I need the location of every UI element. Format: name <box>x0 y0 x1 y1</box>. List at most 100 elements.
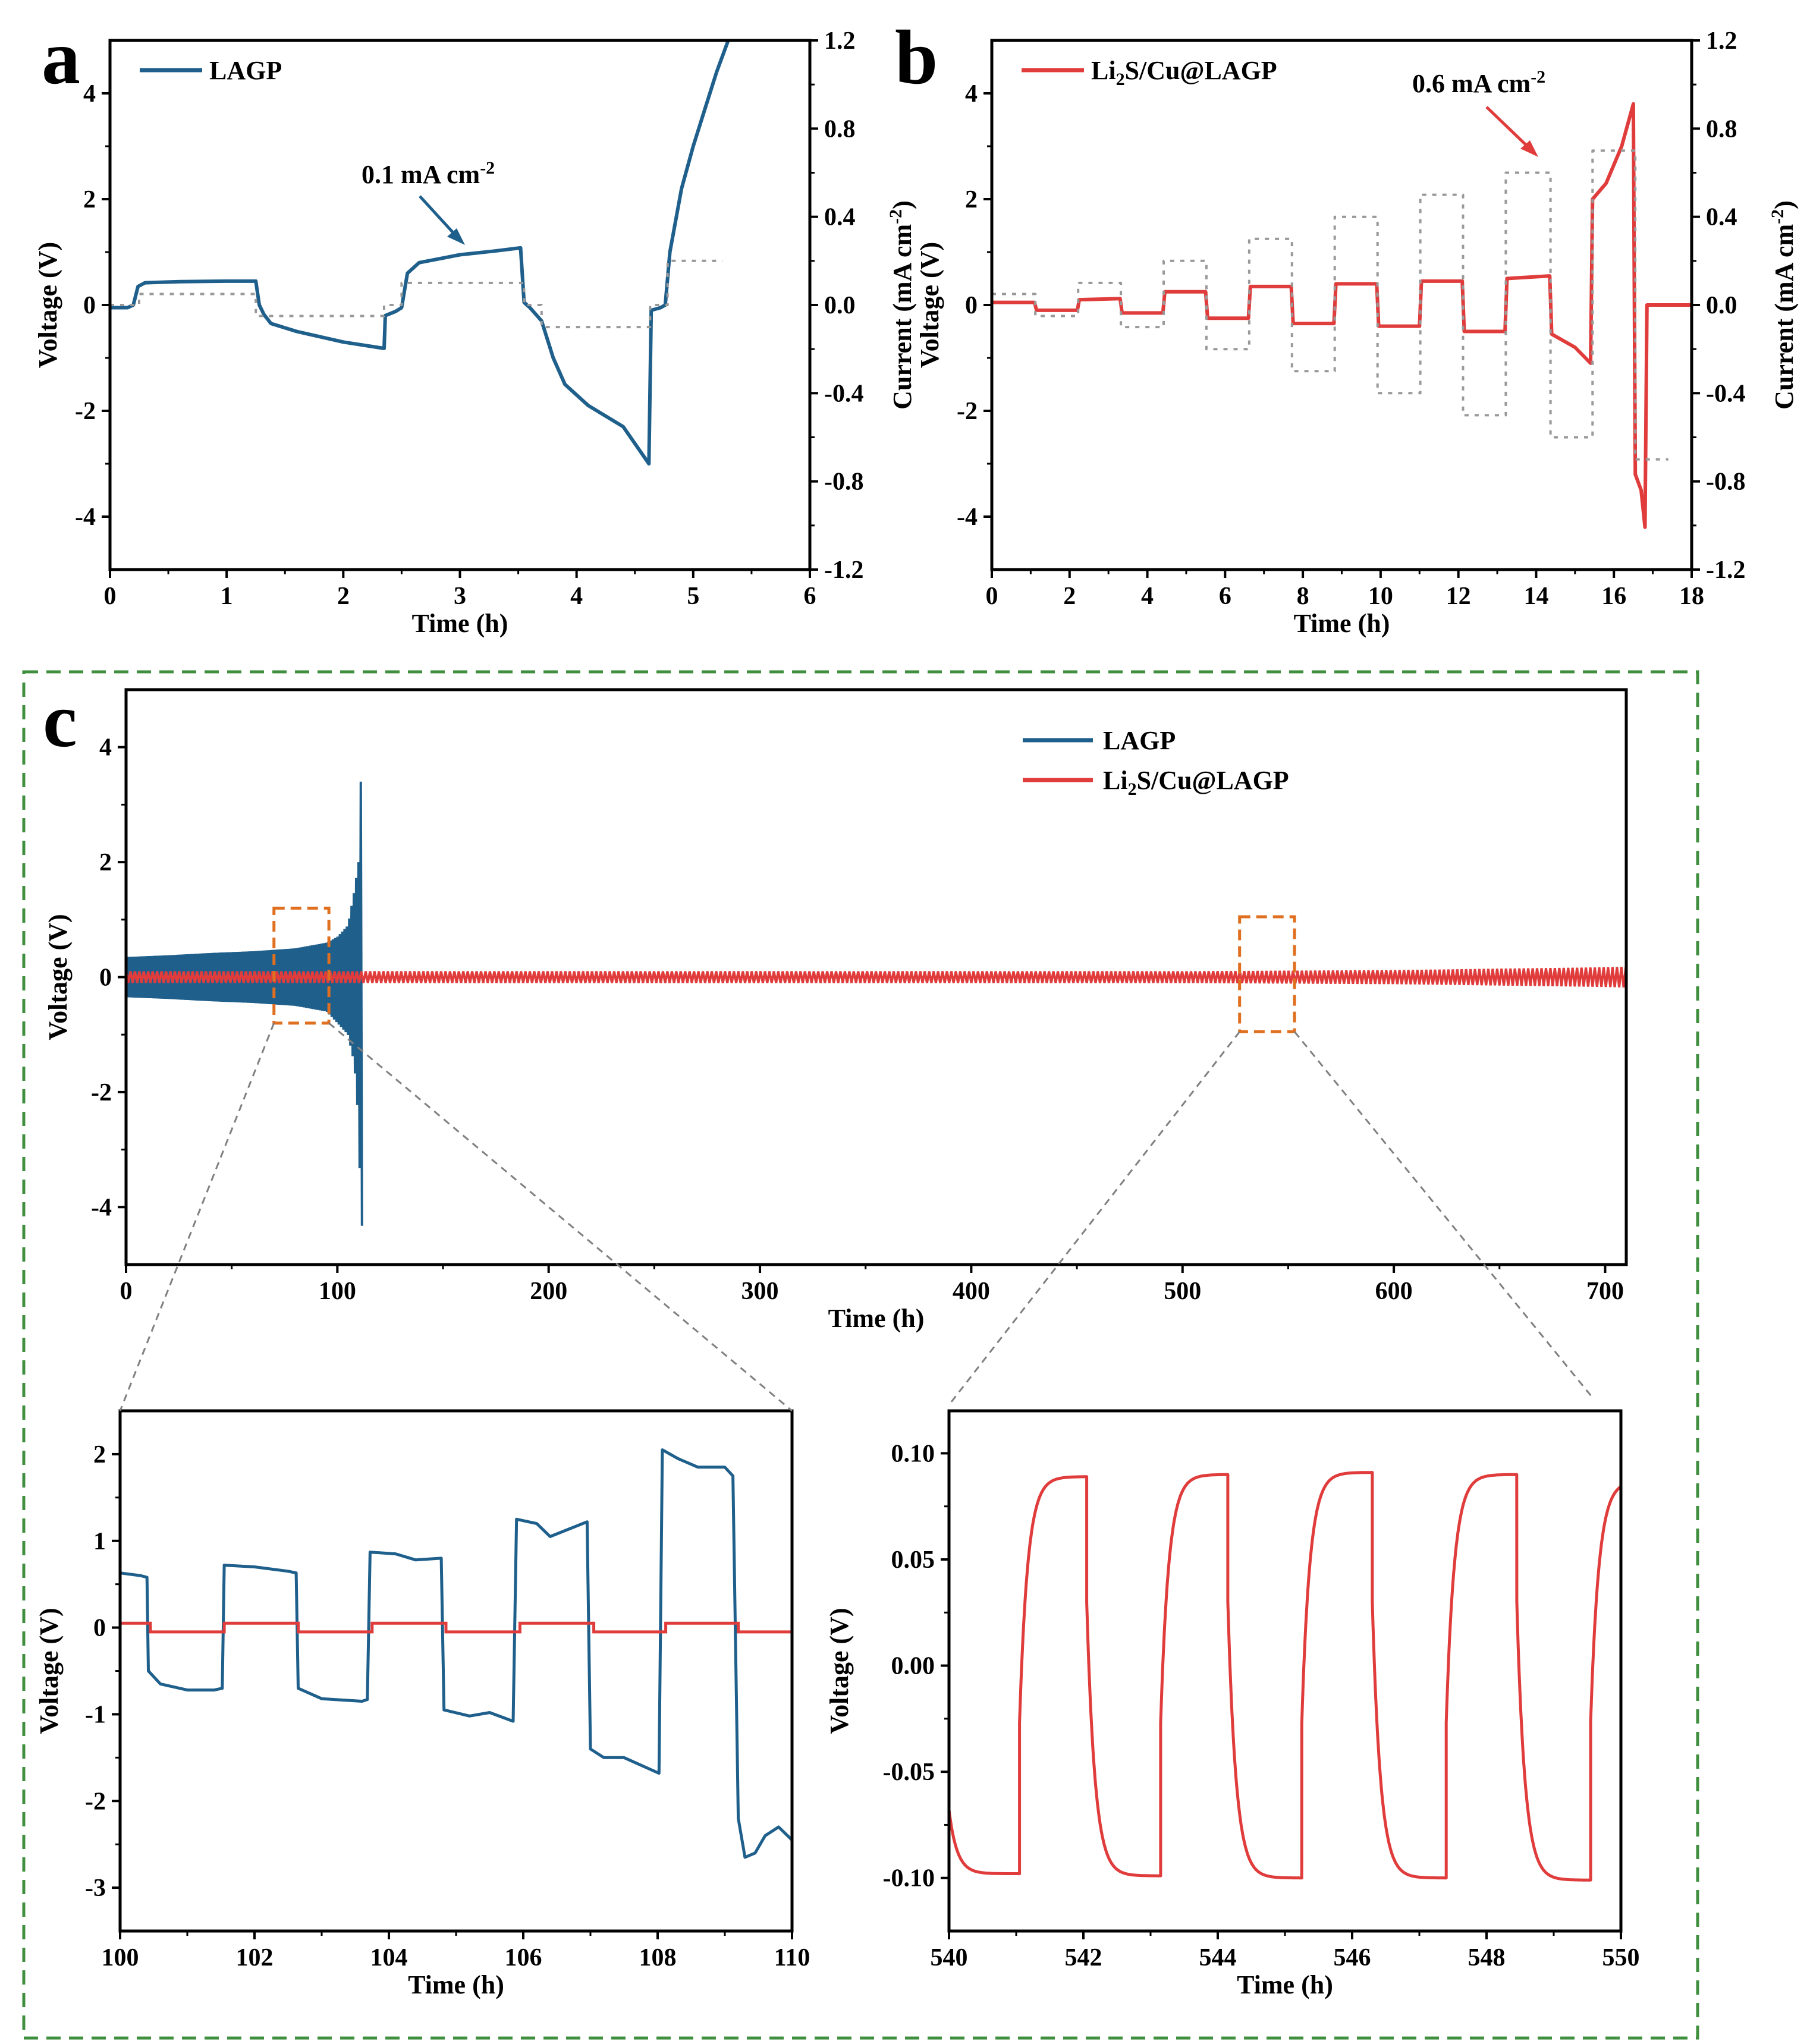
panel-a-legend: LAGP <box>140 56 282 85</box>
plot-frame <box>990 39 1693 571</box>
y2-tick-label: -1.2 <box>1706 556 1746 584</box>
y-tick-label: 0 <box>83 292 96 319</box>
y-axis-label: Voltage (V) <box>34 1608 64 1734</box>
panel-b-annotation: 0.6 mA cm-2 <box>1412 67 1545 157</box>
plot-frame <box>118 1409 794 1933</box>
y-axis-label: Voltage (V) <box>915 242 944 368</box>
x-tick-label: 10 <box>1368 583 1393 610</box>
y2-tick-label: -0.8 <box>1706 468 1746 496</box>
x-tick-label: 6 <box>1219 583 1231 610</box>
x-tick-label: 548 <box>1468 1944 1506 1971</box>
y2-tick-label: 1.2 <box>824 27 856 55</box>
x-axis-label: Time (h) <box>412 609 508 638</box>
x-tick-label: 2 <box>337 583 350 610</box>
y2-tick-label: 0.4 <box>824 204 856 231</box>
x-tick-label: 106 <box>505 1944 542 1971</box>
panel-c-main-chart: 0 100 200 300 400 500 600 700 -4 -2 0 2 4 Time (h) Vol… <box>43 688 1628 1333</box>
x-tick-label: 4 <box>570 583 583 610</box>
panel-label-b: b <box>895 15 938 100</box>
x-tick-label: 102 <box>236 1944 274 1971</box>
y2-axis-label-text: ) <box>1770 200 1799 209</box>
plot-area <box>126 781 1626 1226</box>
annotation-arrow <box>1485 106 1532 151</box>
y-tick-label: -2 <box>75 398 96 425</box>
x-tick-label: 700 <box>1586 1278 1624 1305</box>
legend-text: S/Cu@LAGP <box>1137 766 1289 795</box>
y-tick-label: 4 <box>83 80 96 108</box>
x-tick-label: 3 <box>454 583 466 610</box>
lagp-voltage-trace <box>126 781 363 1226</box>
plot-area <box>949 1471 1621 1882</box>
y2-axis-label-superscript: -2 <box>1768 209 1787 224</box>
current-series-line <box>992 149 1668 461</box>
x-tick-label: 100 <box>102 1944 139 1971</box>
lagp-voltage-line <box>110 40 730 466</box>
y-tick-label: 2 <box>965 186 978 213</box>
y-axis-label: Voltage (V) <box>43 914 73 1040</box>
y2-tick-label: 0.0 <box>824 292 856 319</box>
legend-subscript: 2 <box>1116 70 1125 89</box>
legend-li2s-label: Li2S/Cu@LAGP <box>1091 56 1277 89</box>
x-tick-label: 104 <box>370 1944 408 1971</box>
x-tick-label: 4 <box>1141 583 1154 610</box>
x-tick-label: 0 <box>120 1278 133 1305</box>
x-tick-label: 16 <box>1601 583 1626 610</box>
plot-area <box>110 40 730 466</box>
x-tick-label: 542 <box>1065 1944 1102 1971</box>
x-tick-label: 200 <box>530 1278 567 1305</box>
legend-li2s-label: Li2S/Cu@LAGP <box>1103 766 1289 799</box>
y2-axis-label-text: Current (mA cm <box>888 224 917 410</box>
y2-tick-label: -1.2 <box>824 556 864 584</box>
annotation-text: 0.1 mA cm <box>362 160 480 189</box>
y-tick-label: -1 <box>85 1701 106 1728</box>
x-tick-label: 18 <box>1679 583 1704 610</box>
y-tick-label: -4 <box>91 1194 112 1221</box>
panel-b-legend: Li2S/Cu@LAGP <box>1022 56 1277 89</box>
plot-area <box>120 1448 792 1859</box>
x-tick-label: 400 <box>953 1278 990 1305</box>
x-tick-label: 0 <box>104 583 117 610</box>
annotation-superscript: -2 <box>1531 67 1545 87</box>
x-tick-label: 300 <box>741 1278 779 1305</box>
y2-tick-label: 0.0 <box>1706 292 1737 319</box>
panel-c-inset-right-chart: 540 542 544 546 548 550 -0.10 -0.05 0.00 0.05 0.10… <box>825 1409 1640 1999</box>
zoom-connector-line <box>119 1023 275 1411</box>
annotation-arrowhead <box>1520 140 1538 157</box>
annotation-superscript: -2 <box>480 158 495 178</box>
y-tick-label: 0.05 <box>891 1546 935 1574</box>
y2-axis-label: Current (mA cm-2) <box>886 200 917 410</box>
y-tick-label: 0.10 <box>891 1440 935 1467</box>
y-tick-label: -2 <box>957 398 978 425</box>
y2-tick-label: -0.4 <box>1706 380 1746 407</box>
y2-tick-label: -0.4 <box>824 380 864 407</box>
y-tick-label: 0 <box>965 292 978 319</box>
y2-axis-label-superscript: -2 <box>886 209 906 224</box>
y-tick-label: 0 <box>93 1615 106 1642</box>
y-tick-label: -0.05 <box>883 1759 935 1786</box>
y2-tick-label: -0.8 <box>824 468 864 496</box>
x-axis-label: Time (h) <box>1237 1970 1333 1999</box>
x-tick-label: 14 <box>1523 583 1548 610</box>
lagp-voltage-line <box>120 1448 792 1859</box>
x-tick-label: 1 <box>221 583 233 610</box>
x-tick-label: 108 <box>639 1944 677 1971</box>
y-tick-label: 2 <box>93 1441 106 1468</box>
annotation-current-density: 0.6 mA cm-2 <box>1412 67 1545 98</box>
plot-area <box>992 102 1692 529</box>
y-tick-label: 2 <box>99 849 112 876</box>
legend-text: Li <box>1091 56 1116 85</box>
x-tick-label: 8 <box>1297 583 1309 610</box>
li2s-voltage-line <box>120 1621 792 1634</box>
y-axis-label: Voltage (V) <box>825 1608 854 1734</box>
y-tick-label: -2 <box>91 1079 112 1106</box>
x-tick-label: 110 <box>774 1944 810 1971</box>
y-tick-label: 1 <box>93 1528 106 1555</box>
annotation-arrowhead <box>447 228 465 245</box>
annotation-arrow <box>419 195 459 239</box>
x-tick-label: 500 <box>1164 1278 1201 1305</box>
panel-a-annotation: 0.1 mA cm-2 <box>362 158 495 245</box>
y-tick-label: 4 <box>99 734 112 762</box>
x-tick-label: 6 <box>804 583 816 610</box>
y2-axis-label-text: ) <box>888 200 917 209</box>
